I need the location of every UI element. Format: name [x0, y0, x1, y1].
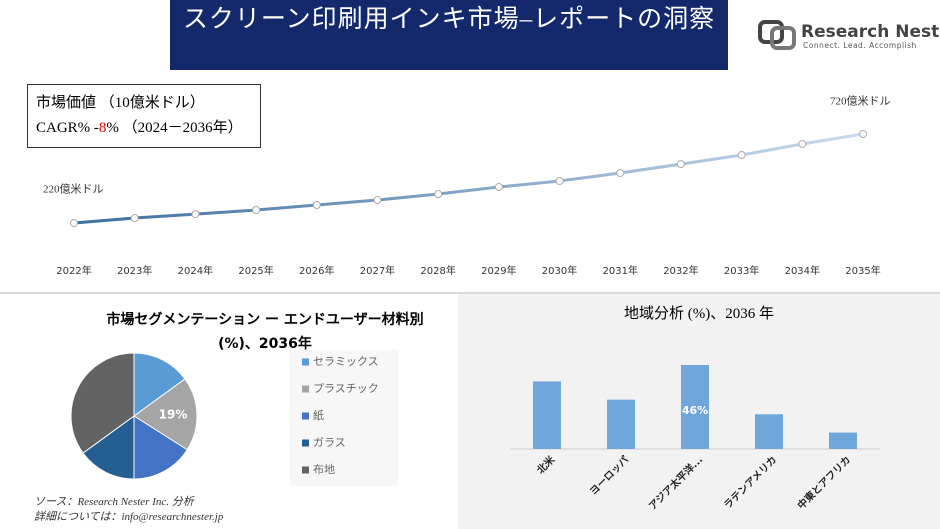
point — [494, 183, 503, 192]
market-box: 市場価値 （10億米ドル） CAGR% -8% （2024－2036年） — [27, 84, 261, 148]
cagr-prefix: CAGR% - — [36, 120, 99, 136]
footer: ソース：Research Nester Inc. 分析 詳細については：info… — [34, 495, 223, 525]
legend-label: ガラス — [313, 436, 346, 449]
value-label: 220億米ドル — [43, 183, 104, 196]
market-value-label: 市場価値 （10億米ドル） — [36, 95, 205, 111]
bar — [829, 432, 857, 449]
legend-label: プラスチック — [313, 382, 379, 395]
legend-label: 紙 — [313, 408, 324, 422]
point — [555, 176, 564, 185]
pie-slice — [82, 415, 135, 480]
value-label: 720億米ドル — [830, 95, 891, 108]
point — [252, 206, 261, 215]
legend-swatch — [302, 358, 309, 366]
point — [676, 160, 685, 169]
line — [73, 132, 864, 225]
point — [798, 139, 807, 148]
x-tick-label: 2024年 — [178, 264, 213, 277]
point — [373, 196, 382, 205]
footer-source: ソース：Research Nester Inc. 分析 — [34, 496, 194, 508]
cagr-line: CAGR% -8% （2024－2036年） — [36, 116, 252, 141]
value-label: 19% — [159, 407, 188, 421]
legend-label: 布地 — [313, 463, 335, 476]
x-tick-label: 2025年 — [238, 264, 273, 277]
report-title: スクリーン印刷用インキ市場–レポートの洞察 — [170, 0, 728, 70]
bar — [755, 414, 783, 449]
pie-slice — [133, 415, 188, 480]
bar — [533, 381, 561, 449]
bar — [681, 365, 709, 449]
legend-swatch — [302, 385, 309, 393]
bar-title: 地域分析 (%)、2036 年 — [624, 306, 774, 322]
pie-title: 市場セグメンテーション ー エンドユーザー材料別 (%)、2036年 — [106, 312, 424, 352]
x-tick-label: 2033年 — [724, 264, 759, 277]
cagr-value: 8 — [98, 120, 107, 136]
x-tick-label: 2031年 — [603, 264, 638, 277]
logo-tagline: Connect. Lead. Accomplish — [803, 41, 917, 50]
point — [130, 214, 139, 223]
value-label: 46% — [682, 404, 708, 417]
pie-slice — [133, 378, 198, 451]
x-tick-label: 2032年 — [663, 264, 698, 277]
point — [616, 168, 625, 177]
x-tick-label: 2028年 — [420, 264, 455, 277]
point — [859, 130, 867, 138]
x-tick-label: 2023年 — [117, 264, 152, 277]
x-tick-label: 2035年 — [845, 264, 880, 277]
point — [191, 210, 200, 219]
footer-contact: 詳細については：info@researchnester.jp — [34, 511, 224, 523]
legend-label: セラミックス — [313, 355, 379, 368]
point — [434, 189, 443, 198]
pie-slice — [70, 352, 135, 454]
pie-slice — [133, 352, 186, 417]
logo-icon — [758, 20, 796, 50]
divider — [0, 292, 940, 294]
x-tick-label: 2029年 — [481, 264, 516, 277]
legend-swatch — [302, 412, 309, 420]
legend-swatch — [302, 466, 309, 474]
x-tick-label: 2026年 — [299, 264, 334, 277]
point — [737, 151, 746, 160]
x-tick-label: 2030年 — [542, 264, 577, 277]
cagr-suffix: % （2024－2036年） — [106, 120, 243, 136]
logo-name: Research Nester — [801, 22, 940, 42]
point — [70, 219, 78, 227]
legend-swatch — [302, 439, 309, 447]
x-tick-label: 2034年 — [785, 264, 820, 277]
x-tick-label: 2022年 — [56, 264, 91, 277]
point — [312, 201, 321, 210]
x-tick-label: 2027年 — [360, 264, 395, 277]
bar — [607, 399, 635, 449]
